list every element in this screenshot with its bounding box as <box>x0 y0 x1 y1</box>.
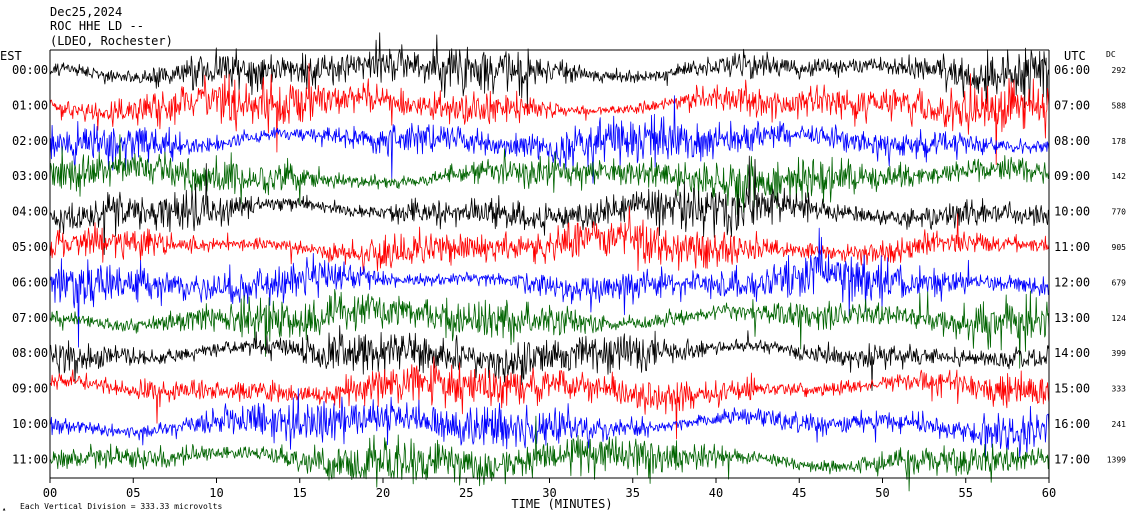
trace-line <box>49 155 1050 255</box>
trace-line <box>49 206 1050 273</box>
x-tick-label: 45 <box>792 486 806 500</box>
utc-hour-label: 17:00 <box>1054 452 1090 466</box>
utc-hour-label: 16:00 <box>1054 417 1090 431</box>
row-labels: 00:00 06:00 292 01:00 07:00 588 02:00 08:00 178 0… <box>12 63 1126 466</box>
trace-line <box>49 95 1050 184</box>
utc-hour-label: 07:00 <box>1054 98 1090 112</box>
x-tick-label: 35 <box>626 486 640 500</box>
est-hour-label: 07:00 <box>12 311 48 325</box>
est-hour-label: 01:00 <box>12 98 48 112</box>
utc-hour-label: 06:00 <box>1054 63 1090 77</box>
trace-line <box>49 289 1050 369</box>
dc-offset-value: 178 <box>1112 137 1127 146</box>
station-label: ROC HHE LD -- <box>50 19 144 33</box>
x-tick-label: 10 <box>209 486 223 500</box>
x-tick-label: 55 <box>959 486 973 500</box>
seismic-traces <box>49 32 1050 492</box>
utc-hour-label: 08:00 <box>1054 134 1090 148</box>
utc-hour-label: 11:00 <box>1054 240 1090 254</box>
dc-offset-value: 142 <box>1112 172 1127 181</box>
trace-line <box>49 356 1050 440</box>
dc-column-label: DC <box>1106 50 1116 59</box>
utc-hour-label: 09:00 <box>1054 169 1090 183</box>
x-tick-label: 00 <box>43 486 57 500</box>
dc-offset-value: 679 <box>1112 278 1127 287</box>
trace-line <box>49 63 1050 165</box>
x-tick-label: 40 <box>709 486 723 500</box>
trace-line <box>49 227 1050 348</box>
x-tick-label: 15 <box>293 486 307 500</box>
est-hour-label: 00:00 <box>12 63 48 77</box>
est-hour-label: 10:00 <box>12 417 48 431</box>
utc-hour-label: 10:00 <box>1054 205 1090 219</box>
x-axis-ticks: 00 05 10 15 20 25 30 35 40 45 50 55 60 <box>43 478 1056 500</box>
est-hour-label: 11:00 <box>12 452 48 466</box>
utc-hour-label: 15:00 <box>1054 382 1090 396</box>
date-label: Dec25,2024 <box>50 5 122 19</box>
dc-offset-value: 333 <box>1112 385 1127 394</box>
dc-offset-value: 292 <box>1112 66 1127 75</box>
x-tick-label: 20 <box>376 486 390 500</box>
est-hour-label: 03:00 <box>12 169 48 183</box>
trace-line <box>49 325 1050 391</box>
trace-line <box>49 134 1050 216</box>
est-hour-label: 04:00 <box>12 205 48 219</box>
dc-offset-value: 399 <box>1112 349 1127 358</box>
x-tick-label: 30 <box>542 486 556 500</box>
x-tick-label: 50 <box>875 486 889 500</box>
est-hour-label: 06:00 <box>12 275 48 289</box>
utc-hour-label: 13:00 <box>1054 311 1090 325</box>
dc-offset-value: 905 <box>1112 243 1127 252</box>
scale-note: Each Vertical Division = 333.33 microvol… <box>20 502 222 511</box>
network-label: (LDEO, Rochester) <box>50 34 173 48</box>
utc-hour-label: 12:00 <box>1054 275 1090 289</box>
utc-timezone-label: UTC <box>1064 49 1086 63</box>
dc-offset-value: 770 <box>1112 208 1127 217</box>
dc-offset-value: 124 <box>1112 314 1127 323</box>
est-hour-label: 08:00 <box>12 346 48 360</box>
utc-hour-label: 14:00 <box>1054 346 1090 360</box>
trace-line <box>49 415 1050 492</box>
dc-offset-value: 588 <box>1112 101 1127 110</box>
est-hour-label: 05:00 <box>12 240 48 254</box>
est-timezone-label: EST <box>0 49 22 63</box>
dc-offset-value: 241 <box>1112 420 1127 429</box>
trace-line <box>49 388 1050 460</box>
x-tick-label: 60 <box>1042 486 1056 500</box>
x-tick-label: 25 <box>459 486 473 500</box>
dc-offset-value: 1399 <box>1107 455 1126 464</box>
est-hour-label: 02:00 <box>12 134 48 148</box>
x-tick-label: 05 <box>126 486 140 500</box>
trace-line <box>49 32 1050 109</box>
x-axis-title: TIME (MINUTES) <box>511 497 612 511</box>
axis-corner-mark: ▴ <box>2 505 6 513</box>
est-hour-label: 09:00 <box>12 382 48 396</box>
